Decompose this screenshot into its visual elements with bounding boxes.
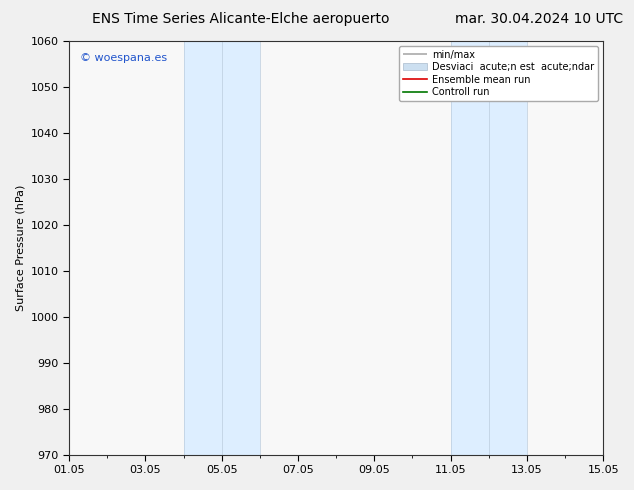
Bar [489, 41, 527, 455]
Text: mar. 30.04.2024 10 UTC: mar. 30.04.2024 10 UTC [455, 12, 623, 26]
Bar [222, 41, 260, 455]
Bar [451, 41, 489, 455]
Legend: min/max, Desviaci  acute;n est  acute;ndar, Ensemble mean run, Controll run: min/max, Desviaci acute;n est acute;ndar… [399, 46, 598, 101]
Y-axis label: Surface Pressure (hPa): Surface Pressure (hPa) [15, 185, 25, 311]
Text: © woespana.es: © woespana.es [80, 53, 167, 64]
Bar [184, 41, 222, 455]
Text: ENS Time Series Alicante-Elche aeropuerto: ENS Time Series Alicante-Elche aeropuert… [92, 12, 390, 26]
